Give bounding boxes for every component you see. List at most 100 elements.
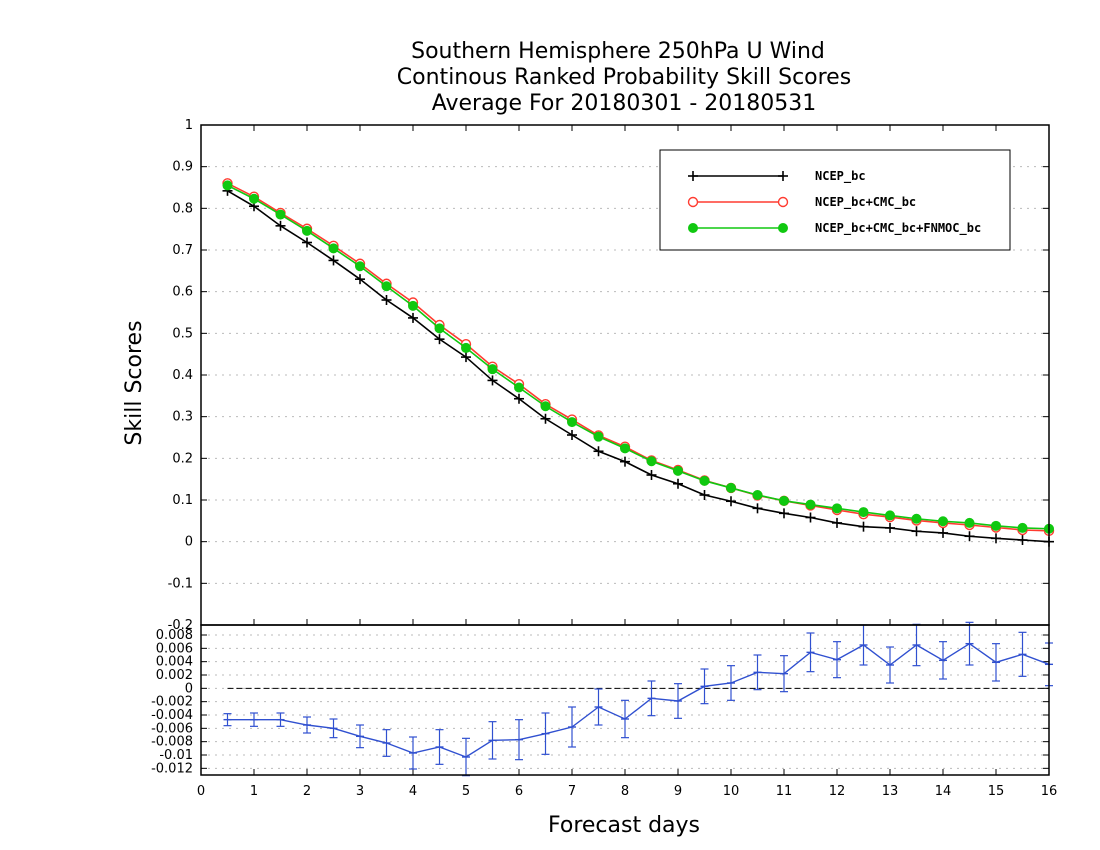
error-bar: [780, 655, 788, 693]
data-point: [805, 512, 816, 523]
data-point: [1017, 535, 1028, 545]
error-bar: [329, 718, 338, 739]
x-tick-label: 0: [197, 784, 205, 799]
top-panel-grid: [201, 166, 1049, 584]
error-bar: [674, 683, 682, 719]
x-tick-label: 16: [1041, 784, 1058, 799]
data-point: [302, 225, 312, 236]
error-bar: [859, 624, 868, 666]
x-tick-label: 3: [356, 784, 364, 799]
y-axis-label: Skill Scores: [122, 320, 147, 445]
x-tick-label: 14: [935, 784, 952, 799]
error-bar: [647, 680, 656, 717]
data-point: [646, 470, 657, 480]
x-tick-label: 5: [462, 784, 470, 799]
error-bar: [356, 724, 364, 749]
legend-label: NCEP_bc+CMC_bc: [815, 195, 916, 210]
bottom-panel-grid: [201, 634, 1049, 769]
y-tick-label: 0.7: [172, 243, 193, 258]
data-point: [487, 375, 498, 386]
error-bar: [912, 623, 921, 667]
error-bar: [621, 699, 629, 739]
bottom-panel-series: [223, 621, 1053, 777]
data-point: [275, 220, 286, 231]
series-ncep-bc: [222, 185, 1054, 547]
x-tick-label: 11: [776, 784, 793, 799]
data-point: [514, 393, 524, 404]
error-bar: [488, 721, 497, 760]
legend-marker: [778, 223, 788, 233]
data-point: [593, 431, 604, 442]
bottom-panel-y-ticks: -0.012-0.01-0.008-0.006-0.004-0.00200.00…: [151, 628, 1049, 776]
x-tick-label: 2: [303, 784, 311, 799]
error-bar: [594, 688, 603, 726]
error-bar: [276, 712, 285, 727]
data-point: [408, 300, 418, 311]
data-point: [885, 522, 895, 533]
x-tick-label: 13: [882, 784, 899, 799]
legend-box: [659, 149, 1011, 251]
error-bar: [833, 641, 841, 679]
data-point: [673, 465, 683, 476]
data-point: [699, 490, 710, 500]
x-tick-label: 8: [621, 784, 629, 799]
y-tick-label: -0.004: [151, 708, 193, 723]
data-point: [381, 281, 392, 292]
x-tick-label: 4: [409, 784, 417, 799]
top-panel-y-ticks: -0.2 -0.1 0 0.1 0.2 0.3 0.4 0.5 0.6 0.7 0.8 0.9 1: [168, 118, 1049, 633]
data-point: [964, 531, 975, 542]
data-point: [911, 513, 922, 524]
data-point: [779, 495, 789, 506]
x-tick-label: 6: [515, 784, 523, 799]
x-axis-ticks: 0 1 2 3 4 5 6 7 8 9 10 11 12 13 14 15 16: [197, 125, 1057, 799]
error-bar: [303, 716, 311, 734]
error-bar: [223, 713, 232, 727]
data-point: [832, 503, 842, 514]
error-bar: [409, 736, 417, 770]
y-tick-label: 0.9: [172, 160, 193, 175]
data-point: [1017, 522, 1028, 533]
x-axis-label: Forecast days: [548, 813, 700, 838]
data-point: [567, 430, 577, 440]
data-point: [752, 503, 763, 514]
error-bar: [727, 665, 735, 701]
data-point: [699, 475, 710, 486]
data-point: [328, 243, 339, 254]
data-point: [858, 521, 869, 532]
y-tick-label: -0.012: [151, 761, 193, 776]
error-bar: [886, 646, 894, 684]
y-tick-label: 0.1: [172, 493, 193, 508]
error-bar: [753, 654, 762, 691]
data-point: [646, 456, 657, 467]
data-point: [938, 516, 948, 527]
data-point: [249, 193, 259, 204]
data-point: [752, 490, 763, 500]
data-point: [540, 401, 551, 412]
data-point: [461, 342, 471, 353]
data-point: [726, 496, 736, 507]
data-point: [487, 364, 498, 375]
data-point: [805, 499, 816, 510]
y-tick-label: 0.004: [156, 655, 193, 670]
data-point: [434, 334, 445, 345]
legend: NCEP_bc NCEP_bc+CMC_bc NCEP_bc+CMC_bc+FNMO…: [659, 149, 1011, 251]
y-tick-label: 0.3: [172, 410, 193, 425]
legend-item: NCEP_bc: [688, 169, 866, 184]
y-tick-label: 0.5: [172, 326, 193, 341]
data-point: [620, 456, 630, 467]
x-tick-label: 9: [674, 784, 682, 799]
error-bar: [541, 712, 550, 755]
title-line-2: Continous Ranked Probability Skill Score…: [397, 65, 851, 90]
data-point: [567, 417, 577, 428]
error-bar: [382, 729, 391, 757]
data-point: [355, 261, 365, 272]
data-point: [620, 443, 630, 454]
data-point: [779, 508, 789, 519]
data-point: [408, 312, 418, 323]
data-point: [832, 517, 842, 528]
title-line-3: Average For 20180301 - 20180531: [432, 91, 817, 116]
data-point: [593, 446, 604, 457]
y-tick-label: 0.8: [172, 201, 193, 216]
chart-title: Southern Hemisphere 250hPa U Wind Contin…: [397, 39, 851, 116]
